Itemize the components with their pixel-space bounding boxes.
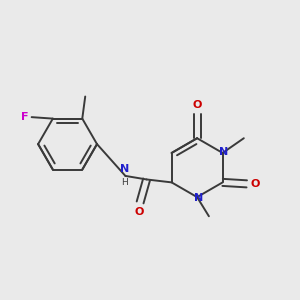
- Text: O: O: [250, 179, 260, 189]
- Text: H: H: [122, 178, 128, 187]
- Text: O: O: [192, 100, 202, 110]
- Text: N: N: [194, 193, 203, 203]
- Text: O: O: [134, 206, 144, 217]
- Text: F: F: [21, 112, 28, 122]
- Text: N: N: [120, 164, 129, 174]
- Text: N: N: [220, 147, 229, 158]
